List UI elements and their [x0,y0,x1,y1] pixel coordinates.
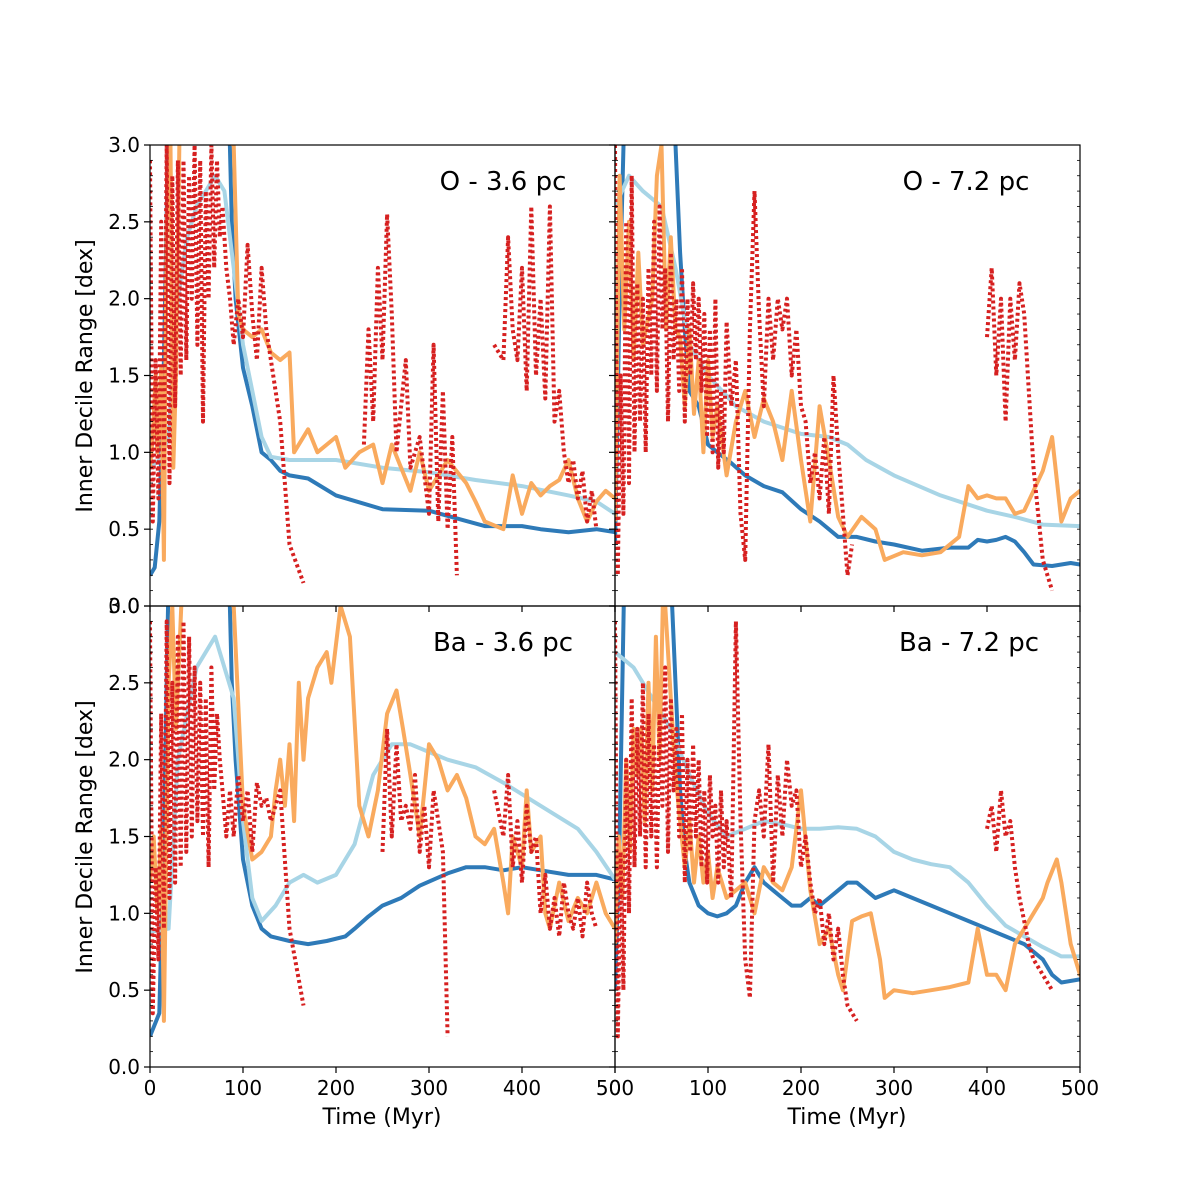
panel-1: 0.0 0.5 1.0 1.5 2.0 2.5 3.0 O - 3.6 pc [108,133,616,618]
panel-1-series-5-line [361,212,459,576]
panel-1-series-group [150,145,615,584]
panel-3-series-2-line [150,634,615,934]
panel-3-series-5-line [380,726,450,1037]
panel-4-series-group [615,606,1080,1039]
panel-2-series-5-line [985,265,1055,592]
panel-1-y-tick-label: 0.0 [108,594,140,618]
panel-3-y-tick-label: 1.5 [108,825,140,849]
panel-1-title: O - 3.6 pc [440,167,567,197]
panel-2: O - 7.2 pc [609,144,1081,612]
panel-4-x-tick-label: 300 [875,1076,913,1100]
x-axis-label-left: Time (Myr) [321,1105,441,1130]
panel-3-x-tick-label: 100 [224,1076,262,1100]
panel-1-series-1-line [150,145,615,577]
panel-1-y-tick-label: 1.0 [108,440,140,464]
panel-3-x-tick-label: 0 [144,1076,157,1100]
panel-2-title: O - 7.2 pc [903,167,1030,197]
panel-3-y-tick-label: 0.0 [108,1055,140,1079]
panel-3-y-tick-label: 0.5 [108,978,140,1002]
panel-3-y-tick-label: 1.0 [108,901,140,925]
panel-3-y-tick-label: 2.5 [108,671,140,695]
panel-3-x-tick-label: 500 [596,1076,634,1100]
panel-4-series-5-line [985,788,1054,992]
panel-4-series-4-line [615,619,859,1039]
panel-2-series-3-line [615,145,1080,562]
panel-1-series-4-line [150,145,306,584]
panel-3: 0.0 0.5 1.0 1.5 2.0 2.5 3.0 0 100 200 300 400 500 Ba … [108,594,634,1100]
panel-4-x-tick-label: 400 [968,1076,1006,1100]
x-axis-label-right: Time (Myr) [786,1105,906,1130]
panel-1-y-tick-label: 0.5 [108,517,140,541]
panel-3-y-tick-label: 2.0 [108,748,140,772]
panel-4: 0 100 200 300 400 500 Ba - 7.2 pc [609,605,1099,1100]
panel-3-title: Ba - 3.6 pc [433,628,573,658]
y-axis-label-bottom: Inner Decile Range [dex] [73,700,98,973]
panel-3-series-6-line [492,773,599,939]
panel-4-x-tick-label: 500 [1061,1076,1099,1100]
panel-1-series-3-line [150,145,615,562]
panel-1-series-6-line [492,204,599,530]
y-axis-label-top: Inner Decile Range [dex] [73,239,98,512]
panel-3-y-tick-label: 3.0 [108,594,140,618]
panel-3-series-group [150,606,615,1038]
panel-1-y-tick-label: 2.0 [108,287,140,311]
panel-4-x-tick-label: 200 [782,1076,820,1100]
panel-4-series-3-line [615,606,1080,1000]
panel-2-series-1-line [615,145,1080,568]
panel-3-x-tick-label: 300 [410,1076,448,1100]
panel-1-y-tick-label: 3.0 [108,133,140,157]
panel-4-title: Ba - 7.2 pc [899,628,1039,658]
panel-4-x-tick-label: 100 [689,1076,727,1100]
panel-3-frame [149,605,616,1068]
panel-4-series-2-line [615,650,1080,959]
panel-1-y-tick-label: 2.5 [108,210,140,234]
panel-3-x-tick-label: 400 [503,1076,541,1100]
panel-4-x-tick-label: 0 [609,1076,622,1100]
panel-3-x-tick-label: 200 [317,1076,355,1100]
panel-2-series-group [615,145,1080,592]
panels-group: 0.0 0.5 1.0 1.5 2.0 2.5 3.0 O - 3.6 pc O - 7.2 p… [108,133,1099,1100]
panel-2-series-4-line [615,145,855,578]
panel-1-y-tick-label: 1.5 [108,364,140,388]
